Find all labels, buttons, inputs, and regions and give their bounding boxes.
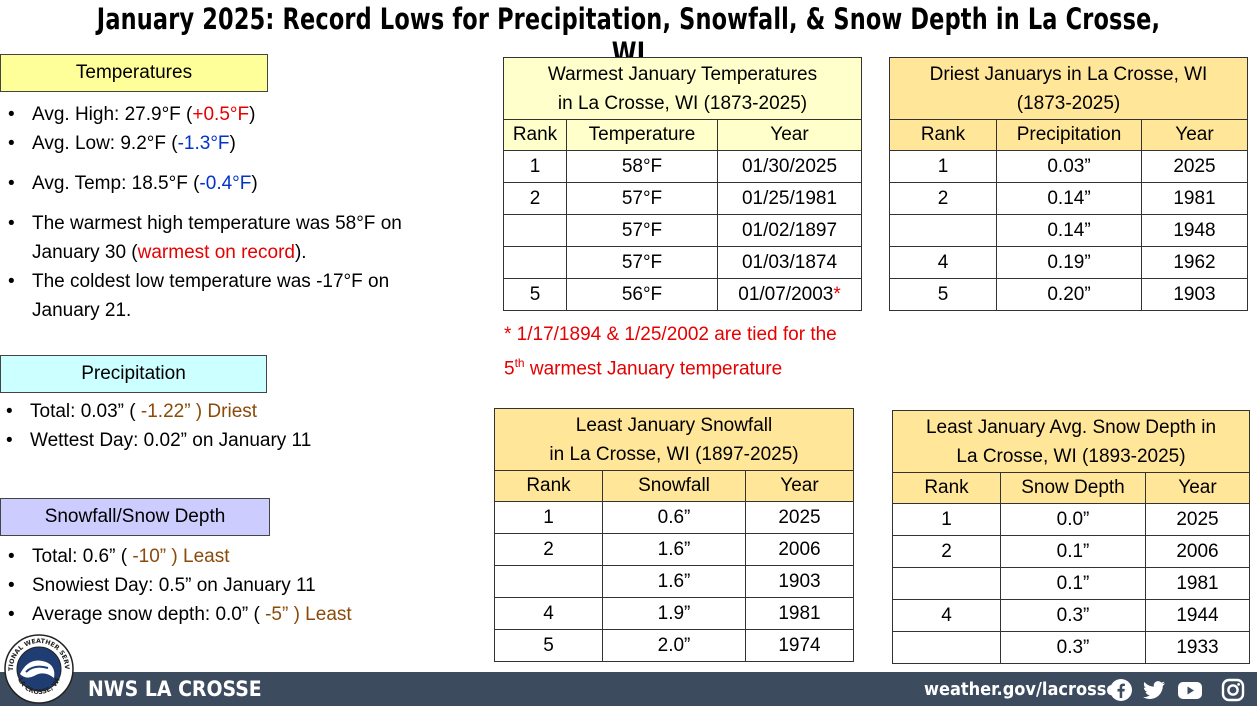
col-header: Rank <box>494 470 603 502</box>
snowiest-day: Snowiest Day: 0.5” on January 11 <box>2 571 472 600</box>
warmest-table: Warmest January Temperatures in La Crosse… <box>503 57 862 311</box>
table-row: 0.3” 1933 <box>892 631 1250 664</box>
col-header: Year <box>717 119 862 151</box>
avg-high: Avg. High: 27.9°F (+0.5°F) <box>2 100 472 129</box>
table-row: 57°F 01/02/1897 <box>503 214 862 247</box>
youtube-icon[interactable] <box>1177 678 1203 702</box>
temperatures-header: Temperatures <box>0 54 268 92</box>
snowfall-table: Least January Snowfall in La Crosse, WI (… <box>494 408 854 662</box>
website-link[interactable]: weather.gov/lacrosse <box>924 679 1118 700</box>
snow-depth-table: Least January Avg. Snow Depth in La Cross… <box>892 410 1250 664</box>
page-title: January 2025: Record Lows for Precipitat… <box>96 2 1161 70</box>
warmest-table-title: Warmest January Temperatures in La Crosse… <box>503 57 862 120</box>
avg-low: Avg. Low: 9.2°F (-1.3°F) <box>2 129 472 158</box>
table-row: 2 0.14” 1981 <box>889 182 1248 215</box>
col-header: Year <box>745 470 854 502</box>
table-row: 1.6” 1903 <box>494 565 854 598</box>
col-header: Rank <box>889 119 997 151</box>
driest-table: Driest Januarys in La Crosse, WI (1873-20… <box>889 57 1248 311</box>
precipitation-list: Total: 0.03” ( -1.22” ) Driest Wettest D… <box>0 397 470 455</box>
table-row: 1 0.6” 2025 <box>494 501 854 534</box>
table-row: 0.14” 1948 <box>889 214 1248 247</box>
table-row: 5 0.20” 1903 <box>889 278 1248 311</box>
snow-depth-table-title: Least January Avg. Snow Depth in La Cross… <box>892 410 1250 473</box>
col-header: Precipitation <box>996 119 1142 151</box>
facebook-icon[interactable] <box>1108 678 1134 702</box>
col-header: Rank <box>892 472 1001 504</box>
col-header: Year <box>1141 119 1248 151</box>
snowfall-table-title: Least January Snowfall in La Crosse, WI (… <box>494 408 854 471</box>
snow-header: Snowfall/Snow Depth <box>0 498 270 536</box>
instagram-icon[interactable] <box>1220 678 1246 702</box>
tie-note: * 1/17/1894 & 1/25/2002 are tied for the… <box>504 324 837 380</box>
table-row: 2 0.1” 2006 <box>892 535 1250 568</box>
table-row: 2 57°F 01/25/1981 <box>503 182 862 215</box>
table-row: 0.1” 1981 <box>892 567 1250 600</box>
driest-table-title: Driest Januarys in La Crosse, WI (1873-20… <box>889 57 1248 120</box>
table-row: 4 0.3” 1944 <box>892 599 1250 632</box>
table-row: 4 1.9” 1981 <box>494 597 854 630</box>
table-row: 1 0.03” 2025 <box>889 150 1248 183</box>
col-header: Temperature <box>566 119 718 151</box>
footer-bar: NWS LA CROSSE weather.gov/lacrosse <box>0 672 1257 706</box>
col-header: Rank <box>503 119 567 151</box>
avg-snow-depth: Average snow depth: 0.0” ( -5” ) Least <box>2 600 472 629</box>
col-header: Snowfall <box>602 470 746 502</box>
warmest-note: The warmest high temperature was 58°F on… <box>2 209 442 267</box>
precipitation-header: Precipitation <box>0 355 267 393</box>
snow-total: Total: 0.6” ( -10” ) Least <box>2 542 472 571</box>
col-header: Year <box>1145 472 1250 504</box>
precip-total: Total: 0.03” ( -1.22” ) Driest <box>0 397 470 426</box>
table-row: 1 0.0” 2025 <box>892 503 1250 536</box>
table-row: 2 1.6” 2006 <box>494 533 854 566</box>
table-row: 5 56°F 01/07/2003* <box>503 278 862 311</box>
nws-logo-icon: NATIONAL WEATHER SERVICE LA CROSSE, WI <box>4 634 74 704</box>
temperatures-list: Avg. High: 27.9°F (+0.5°F) Avg. Low: 9.2… <box>2 100 472 325</box>
snow-list: Total: 0.6” ( -10” ) Least Snowiest Day:… <box>2 542 472 629</box>
coldest-note: The coldest low temperature was -17°F on… <box>2 267 442 325</box>
org-name: NWS LA CROSSE <box>88 677 262 701</box>
table-row: 1 58°F 01/30/2025 <box>503 150 862 183</box>
col-header: Snow Depth <box>1000 472 1146 504</box>
twitter-icon[interactable] <box>1141 678 1167 702</box>
table-row: 57°F 01/03/1874 <box>503 246 862 279</box>
table-row: 4 0.19” 1962 <box>889 246 1248 279</box>
table-row: 5 2.0” 1974 <box>494 629 854 662</box>
avg-temp: Avg. Temp: 18.5°F (-0.4°F) <box>2 169 472 198</box>
wettest-day: Wettest Day: 0.02” on January 11 <box>0 426 470 455</box>
